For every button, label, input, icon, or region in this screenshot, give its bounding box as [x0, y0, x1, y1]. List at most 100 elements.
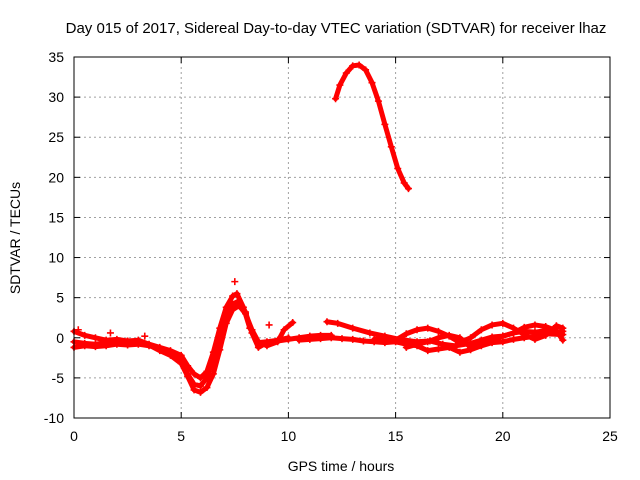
- data-point: [91, 334, 99, 342]
- data-point: [359, 337, 367, 345]
- data-point: [203, 384, 211, 392]
- data-point: [467, 343, 475, 351]
- data-point: [559, 324, 567, 332]
- data-series: [70, 61, 567, 396]
- data-point: [242, 308, 250, 316]
- data-point: [166, 348, 174, 356]
- data-point: [499, 332, 507, 340]
- data-point: [203, 374, 211, 382]
- isolated-point: [265, 321, 273, 329]
- data-point: [196, 382, 204, 390]
- data-point: [355, 61, 363, 69]
- data-point: [424, 324, 432, 332]
- data-point: [134, 340, 142, 348]
- data-point: [317, 335, 325, 343]
- data-point: [445, 331, 453, 339]
- data-point: [233, 290, 241, 298]
- data-point: [400, 179, 408, 187]
- data-point: [520, 331, 528, 339]
- data-point: [113, 340, 121, 348]
- data-point: [434, 334, 442, 342]
- data-point: [327, 334, 335, 342]
- grid-lines: [74, 57, 610, 418]
- data-point: [434, 327, 442, 335]
- y-tick-label: -10: [44, 410, 64, 426]
- data-point: [196, 374, 204, 382]
- data-point: [280, 326, 288, 334]
- data-point: [392, 336, 400, 344]
- data-point: [531, 335, 539, 343]
- data-point: [229, 292, 237, 300]
- data-point: [177, 358, 185, 366]
- data-point: [362, 66, 370, 74]
- data-point: [413, 326, 421, 334]
- data-point: [274, 337, 282, 345]
- data-point: [124, 341, 132, 349]
- data-point: [184, 370, 192, 378]
- y-tick-label: 25: [48, 129, 64, 145]
- data-point: [424, 338, 432, 346]
- data-point: [477, 340, 485, 348]
- data-point: [552, 327, 560, 335]
- isolated-point: [141, 332, 149, 340]
- data-point: [177, 351, 185, 359]
- x-tick-label: 25: [602, 428, 618, 444]
- data-point: [263, 339, 271, 347]
- y-tick-label: -5: [52, 370, 65, 386]
- data-point: [404, 185, 412, 193]
- data-point: [102, 342, 110, 350]
- isolated-point: [74, 326, 82, 334]
- data-point: [456, 334, 464, 342]
- data-point: [477, 326, 485, 334]
- x-axis-label: GPS time / hours: [288, 458, 395, 474]
- data-point: [445, 343, 453, 351]
- data-point: [196, 388, 204, 396]
- data-point: [235, 297, 243, 305]
- data-point: [510, 335, 518, 343]
- data-point: [456, 348, 464, 356]
- data-point: [402, 343, 410, 351]
- x-tick-label: 10: [281, 428, 297, 444]
- data-point: [467, 334, 475, 342]
- y-tick-label: 10: [48, 250, 64, 266]
- y-tick-label: 30: [48, 89, 64, 105]
- data-point: [145, 342, 153, 350]
- data-point: [254, 343, 262, 351]
- data-point: [342, 69, 350, 77]
- data-point: [349, 324, 357, 332]
- x-tick-label: 5: [177, 428, 185, 444]
- data-point: [284, 335, 292, 343]
- data-point: [81, 342, 89, 350]
- data-point: [332, 95, 340, 103]
- data-point: [387, 143, 395, 151]
- data-point: [488, 321, 496, 329]
- x-tick-label: 20: [495, 428, 511, 444]
- data-point: [402, 330, 410, 338]
- y-tick-label: 5: [56, 290, 64, 306]
- data-point: [510, 329, 518, 337]
- data-point: [374, 97, 382, 105]
- series-line: [403, 322, 566, 350]
- data-point: [531, 321, 539, 329]
- data-point: [289, 319, 297, 327]
- x-tick-label: 0: [70, 428, 78, 444]
- data-point: [520, 323, 528, 331]
- data-point: [209, 354, 217, 362]
- data-point: [209, 370, 217, 378]
- isolated-point: [106, 329, 114, 337]
- data-point: [349, 62, 357, 70]
- y-tick-label: 20: [48, 169, 64, 185]
- x-tick-label: 15: [388, 428, 404, 444]
- data-point: [349, 335, 357, 343]
- data-point: [222, 313, 230, 321]
- data-point: [336, 81, 344, 89]
- data-point: [381, 120, 389, 128]
- chart-title: Day 015 of 2017, Sidereal Day-to-day VTE…: [66, 20, 607, 37]
- data-point: [295, 336, 303, 344]
- data-point: [366, 329, 374, 337]
- data-point: [156, 344, 164, 352]
- data-point: [488, 336, 496, 344]
- axis-ticks: 0 5 10 15 20 25 -10 -5 0 5 10 15 20 25 30 35: [44, 49, 618, 444]
- y-tick-label: 15: [48, 209, 64, 225]
